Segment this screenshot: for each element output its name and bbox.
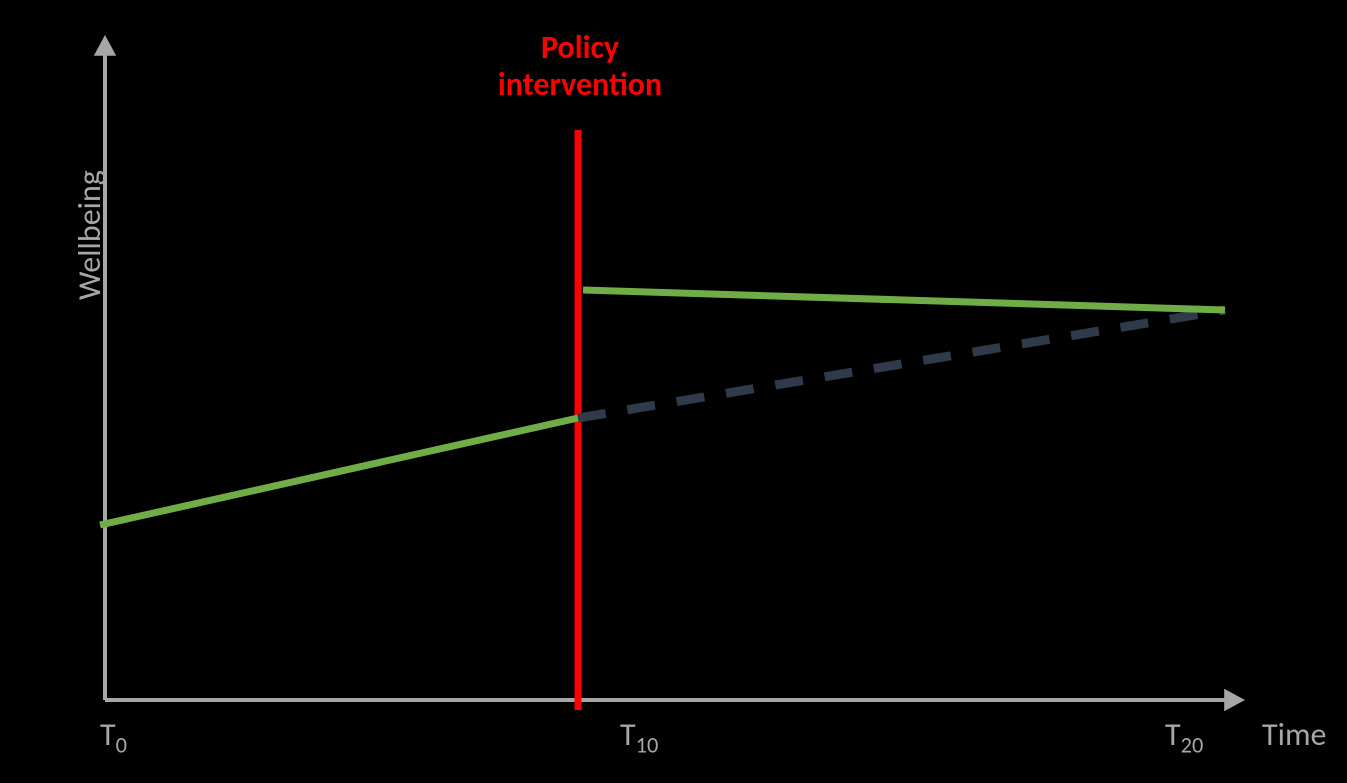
y-axis-label: Wellbeing [70, 170, 109, 300]
plot-svg [0, 0, 1347, 783]
chart-stage: Wellbeing Time Policy intervention T0 T10… [0, 0, 1347, 783]
x-tick-label: T20 [1165, 715, 1203, 759]
x-tick-label: T0 [100, 715, 127, 759]
intervention-label-line1: Policy [541, 28, 619, 67]
x-axis-label: Time [1262, 715, 1326, 754]
x-tick-label: T10 [620, 715, 658, 759]
intervention-label: Policy intervention [450, 30, 710, 104]
intervention-label-line2: intervention [498, 65, 662, 104]
